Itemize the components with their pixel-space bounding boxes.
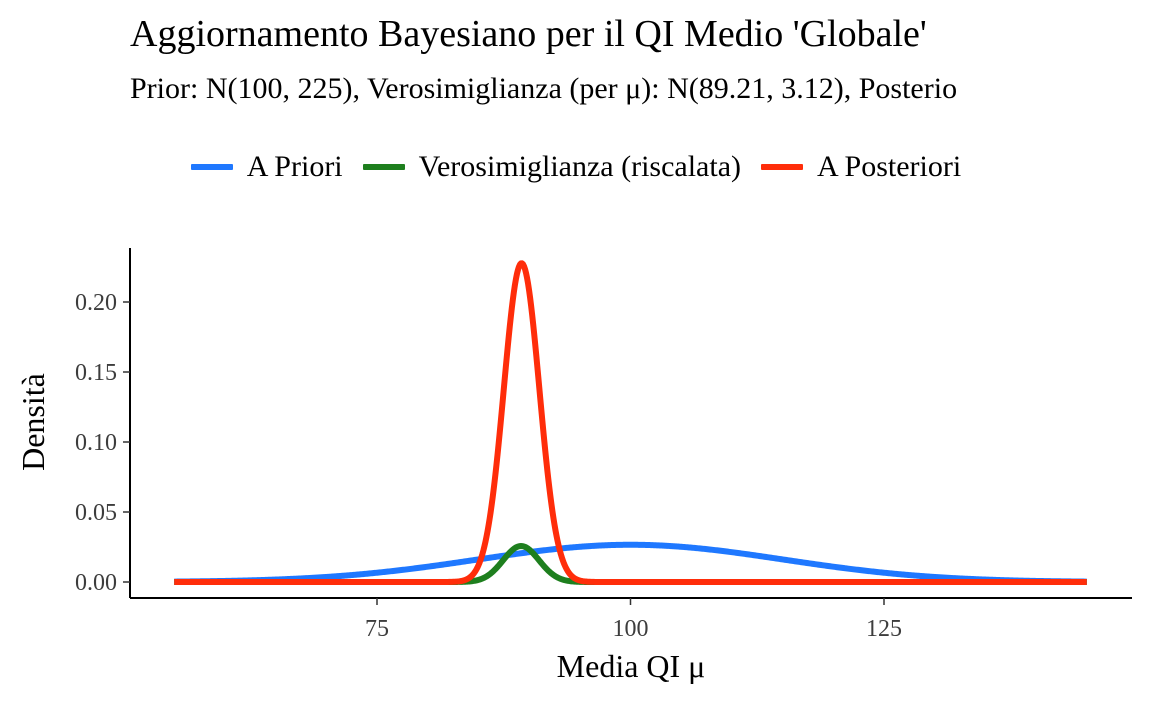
series-posterior-line <box>172 260 1089 585</box>
legend-item-likelihood: Verosimiglianza (riscalata) <box>362 150 742 184</box>
legend-swatch-posterior <box>761 164 804 170</box>
x-tick-label: 75 <box>365 616 389 642</box>
axes-layer: 0.00 0.05 0.10 0.15 0.20 75 100 125 <box>75 248 1132 642</box>
y-tick-label: 0.00 <box>75 570 117 596</box>
x-axis-title: Media QI μ <box>557 648 706 684</box>
legend-label-prior: A Priori <box>246 150 343 183</box>
series-prior-line <box>172 541 1089 585</box>
y-tick-label: 0.10 <box>75 430 117 456</box>
legend-swatch-prior <box>190 164 233 170</box>
y-axis-title: Densità <box>15 373 51 471</box>
legend-swatch-likelihood <box>362 164 405 170</box>
legend-label-likelihood: Verosimiglianza (riscalata) <box>418 150 742 183</box>
x-tick-label: 100 <box>613 616 649 642</box>
y-tick-label: 0.15 <box>75 360 117 386</box>
chart-title: Aggiornamento Bayesiano per il QI Medio … <box>130 13 927 55</box>
legend-item-prior: A Priori <box>190 150 343 184</box>
y-tick-label: 0.05 <box>75 500 117 526</box>
y-tick-label: 0.20 <box>75 290 117 316</box>
legend-label-posterior: A Posteriori <box>817 150 962 183</box>
legend: A Priori Verosimiglianza (riscalata) A P… <box>0 150 1152 184</box>
legend-item-posterior: A Posteriori <box>761 150 961 184</box>
x-tick-label: 125 <box>866 616 902 642</box>
curves-layer <box>172 260 1089 585</box>
chart-subtitle: Prior: N(100, 225), Verosimiglianza (per… <box>130 72 958 105</box>
